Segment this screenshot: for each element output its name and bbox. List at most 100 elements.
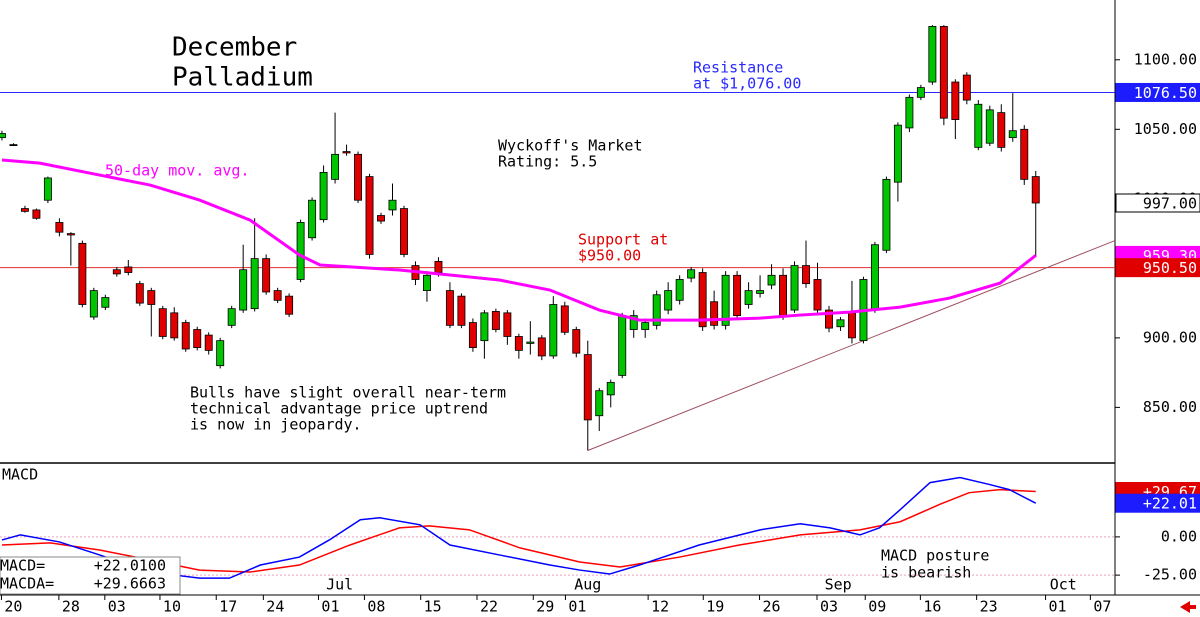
candle-body	[698, 272, 707, 328]
candle-body	[342, 151, 351, 154]
candle-body	[43, 177, 52, 201]
y-tick-label: 900.00	[1143, 328, 1197, 346]
x-tick-label: 16	[923, 598, 941, 616]
candle-body	[296, 222, 305, 280]
annotation: Support at	[578, 231, 668, 249]
candle-body	[480, 312, 489, 342]
candle-body	[514, 336, 523, 351]
candle-body	[216, 340, 225, 367]
chart-title: December	[172, 33, 297, 63]
candle-body	[606, 381, 615, 396]
candle-body	[181, 322, 190, 350]
y-tick-label: 1100.00	[1134, 50, 1197, 68]
annotation: Wyckoff's Market	[498, 137, 643, 155]
candle-body	[354, 153, 362, 201]
annotation: 50-day mov. avg.	[105, 162, 250, 180]
candle-body	[331, 153, 340, 180]
candle-body	[468, 322, 477, 348]
candle-body	[434, 260, 443, 273]
candle-body	[9, 144, 18, 147]
candle-body	[744, 290, 753, 305]
candle-body	[20, 208, 29, 212]
y-tick-label: 0.00	[1161, 527, 1197, 545]
x-tick-label: 28	[62, 598, 80, 616]
candle-body	[193, 329, 202, 348]
candle-body	[537, 337, 546, 357]
scroll-arrow[interactable]	[1180, 601, 1196, 613]
pane-label: MACD	[2, 466, 38, 484]
month-label: Sep	[825, 576, 852, 594]
candle-body	[756, 290, 765, 294]
candle-body	[893, 124, 902, 183]
candle-body	[147, 290, 156, 305]
candle-body	[560, 305, 569, 333]
legend-value: +22.0100	[94, 557, 166, 575]
candle-body	[549, 304, 558, 357]
candle-body	[583, 354, 592, 421]
candle-body	[227, 308, 236, 326]
x-tick-label: 09	[868, 598, 886, 616]
candle-body	[1031, 176, 1040, 204]
x-tick-label: 19	[706, 598, 724, 616]
candle-body	[767, 274, 776, 286]
candle-body	[572, 329, 581, 354]
x-tick-label: 20	[4, 598, 22, 616]
x-tick-label: 10	[163, 598, 181, 616]
candle-body	[997, 112, 1006, 148]
candle-body	[939, 26, 948, 119]
candle-body	[985, 109, 994, 144]
candle-body	[652, 294, 661, 326]
candle-body	[951, 81, 960, 120]
annotation: Resistance	[693, 59, 783, 77]
candle-body	[974, 103, 983, 148]
price-tag	[1115, 82, 1200, 102]
candle-body	[905, 96, 914, 129]
candle-body	[847, 312, 856, 339]
candle-body	[55, 222, 64, 233]
candle-body	[422, 274, 431, 291]
candle-body	[319, 172, 328, 221]
candle-body	[882, 178, 891, 251]
y-tick-label: -25.00	[1143, 566, 1197, 584]
candle-body	[618, 315, 627, 376]
trendline	[587, 240, 1116, 451]
candle-body	[675, 279, 684, 301]
candle-body	[250, 258, 259, 310]
candle-body	[66, 233, 75, 236]
price-tag	[1115, 193, 1200, 213]
x-tick-label: 22	[480, 598, 498, 616]
candle-body	[733, 274, 742, 317]
candle-body	[0, 133, 6, 139]
candle-body	[836, 319, 845, 328]
candle-body	[491, 311, 500, 330]
candle-body	[825, 309, 833, 329]
candle-body	[526, 341, 535, 344]
candle-body	[273, 290, 282, 301]
x-tick-label: 29	[536, 598, 554, 616]
legend-name: MACDA=	[0, 575, 54, 593]
annotation: at $1,076.00	[693, 75, 801, 93]
legend-box	[0, 556, 181, 595]
annotation: MACD posture	[881, 547, 989, 565]
x-tick-label: 15	[424, 598, 442, 616]
x-tick-label: 23	[980, 598, 998, 616]
candle-body	[687, 269, 696, 279]
month-label: Jul	[326, 576, 353, 594]
month-label: Oct	[1050, 576, 1077, 594]
annotation: is now in jeopardy.	[190, 416, 362, 434]
candle-body	[89, 290, 98, 318]
y-tick-label: 850.00	[1143, 398, 1197, 416]
candle-body	[388, 199, 397, 211]
candle-body	[262, 258, 271, 293]
candle-body	[629, 315, 638, 330]
candle-body	[135, 283, 144, 304]
candle-body	[641, 322, 650, 330]
macd-line	[1, 476, 1037, 579]
chart-title: Palladium	[172, 63, 313, 93]
price-tag	[1115, 258, 1200, 278]
annotation: Rating: 5.5	[498, 153, 597, 171]
price-tag-label: +22.01	[1143, 495, 1197, 513]
candle-body	[1008, 130, 1017, 139]
candle-body	[1020, 128, 1029, 180]
x-tick-label: 26	[763, 598, 781, 616]
